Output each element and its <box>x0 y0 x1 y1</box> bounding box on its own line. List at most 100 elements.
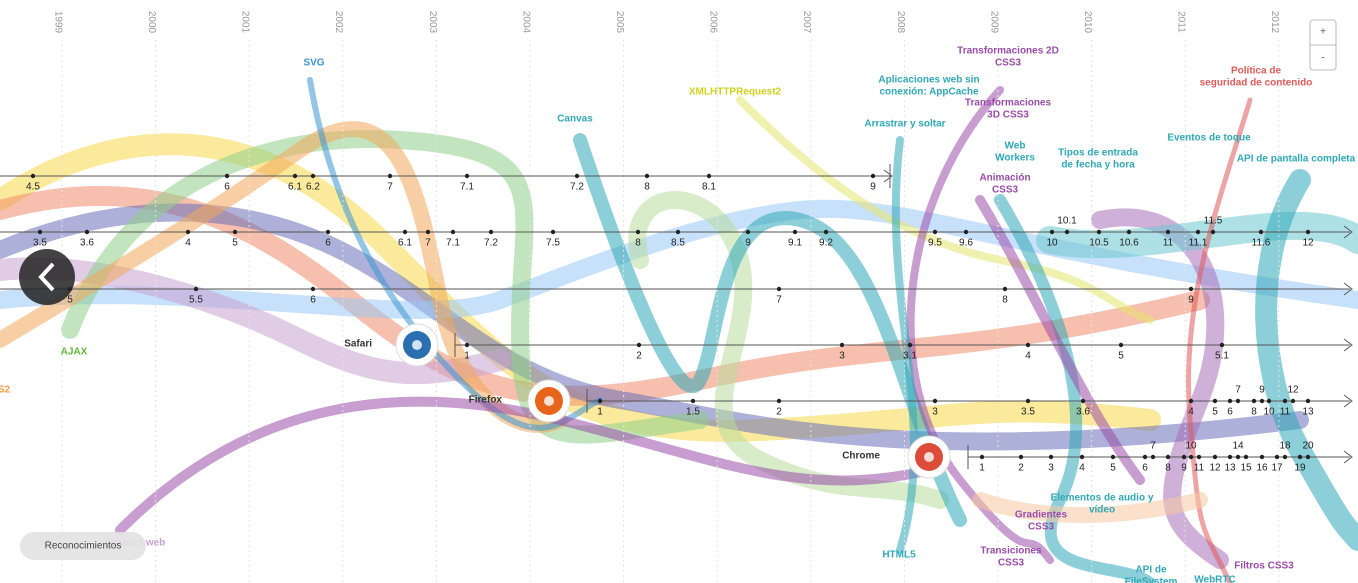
year-label: 2000 <box>146 11 157 34</box>
year-label: 2002 <box>333 11 344 34</box>
version-label: 10.1 <box>1057 216 1077 227</box>
version-label: 8.1 <box>702 182 716 193</box>
tech-label: Política de <box>1231 66 1281 77</box>
year-label: 2010 <box>1082 11 1093 34</box>
version-dot <box>1188 398 1194 404</box>
version-label: 4.5 <box>26 182 40 193</box>
version-label: 7 <box>1235 385 1241 396</box>
version-label: 6.1 <box>288 182 302 193</box>
version-label: 5.1 <box>1215 351 1229 362</box>
version-dot <box>232 229 238 235</box>
version-label: 4 <box>1188 407 1194 418</box>
version-label: 4 <box>1025 351 1031 362</box>
axis-arrow <box>1343 282 1353 296</box>
version-dot <box>387 173 393 179</box>
version-label: 10 <box>1046 238 1058 249</box>
version-label: 5 <box>232 238 238 249</box>
version-label: 7 <box>425 238 431 249</box>
version-label: 11 <box>1280 407 1291 418</box>
version-label: 2 <box>776 407 782 418</box>
version-dot <box>1096 229 1102 235</box>
version-label: 3.1 <box>903 351 917 362</box>
tech-label: WebRTC <box>1194 575 1235 583</box>
version-dot <box>1305 454 1311 460</box>
year-label: 2008 <box>895 11 906 34</box>
tech-label: XMLHTTPRequest2 <box>689 87 782 98</box>
version-label: 12 <box>1287 385 1299 396</box>
version-dot <box>706 173 712 179</box>
version-dot <box>792 229 798 235</box>
version-label: 9 <box>870 182 876 193</box>
version-dot <box>1196 454 1202 460</box>
version-dot <box>1235 398 1241 404</box>
version-dot <box>1282 398 1288 404</box>
version-dot <box>1150 454 1156 460</box>
credits-button[interactable] <box>20 532 146 560</box>
version-label: 11.1 <box>1189 238 1208 249</box>
version-dot <box>488 229 494 235</box>
zoom-out[interactable]: - <box>1321 53 1324 64</box>
version-label: 5 <box>1118 351 1124 362</box>
stream <box>1255 169 1358 551</box>
version-dot <box>636 342 642 348</box>
version-label: 8 <box>644 182 650 193</box>
version-dot <box>1048 454 1054 460</box>
zoom-in[interactable]: + <box>1320 27 1326 38</box>
version-dot <box>1080 398 1086 404</box>
tech-label: Transformaciones <box>965 98 1052 109</box>
version-dot <box>574 173 580 179</box>
version-label: 6 <box>310 295 316 306</box>
version-label: 1 <box>464 351 470 362</box>
tech-label: Canvas <box>557 114 593 125</box>
version-label: 11.6 <box>1252 238 1271 249</box>
back-button[interactable] <box>19 249 75 305</box>
version-dot <box>425 229 431 235</box>
version-dot <box>823 229 829 235</box>
version-dot <box>1282 454 1288 460</box>
year-label: 2001 <box>240 11 251 34</box>
version-label: 10 <box>1185 441 1197 452</box>
version-label: 6 <box>1142 463 1148 474</box>
version-label: 12 <box>1302 238 1314 249</box>
credits-label[interactable]: Reconocimientos <box>45 541 122 552</box>
version-dot <box>1290 398 1296 404</box>
tech-label: Transformaciones 2D <box>957 46 1059 57</box>
version-dot <box>1165 229 1171 235</box>
stream <box>0 121 568 433</box>
version-dot <box>1118 342 1124 348</box>
axis-arrow <box>883 169 893 183</box>
version-dot <box>224 173 230 179</box>
stream <box>975 195 1145 485</box>
version-dot <box>1235 454 1241 460</box>
version-dot <box>690 398 696 404</box>
tech-label: Web <box>1005 141 1026 152</box>
version-dot <box>1079 454 1085 460</box>
version-dot <box>1259 398 1265 404</box>
version-label: 19 <box>1294 463 1306 474</box>
year-label: 1999 <box>52 11 63 34</box>
axis-arrow <box>1343 450 1353 464</box>
version-label: 7.5 <box>546 238 560 249</box>
version-label: 6 <box>1227 407 1233 418</box>
version-dot <box>1219 342 1225 348</box>
version-label: 9.1 <box>788 238 802 249</box>
version-label: 12 <box>1209 463 1221 474</box>
version-label: 7.2 <box>484 238 498 249</box>
version-label: 3 <box>839 351 845 362</box>
tech-label: AJAX <box>61 347 88 358</box>
year-label: 2006 <box>708 11 719 34</box>
version-dot <box>1297 454 1303 460</box>
version-dot <box>1212 398 1218 404</box>
version-dot <box>745 229 751 235</box>
version-label: 3.6 <box>80 238 94 249</box>
version-label: 11.5 <box>1204 216 1223 227</box>
tech-label: Arrastrar y soltar <box>864 119 945 130</box>
version-dot <box>1126 229 1132 235</box>
version-label: 7.1 <box>446 238 460 249</box>
version-dot <box>464 173 470 179</box>
version-label: 11 <box>1194 463 1205 474</box>
year-label: 2009 <box>988 11 999 34</box>
version-label: 6.1 <box>398 238 412 249</box>
version-dot <box>37 229 43 235</box>
